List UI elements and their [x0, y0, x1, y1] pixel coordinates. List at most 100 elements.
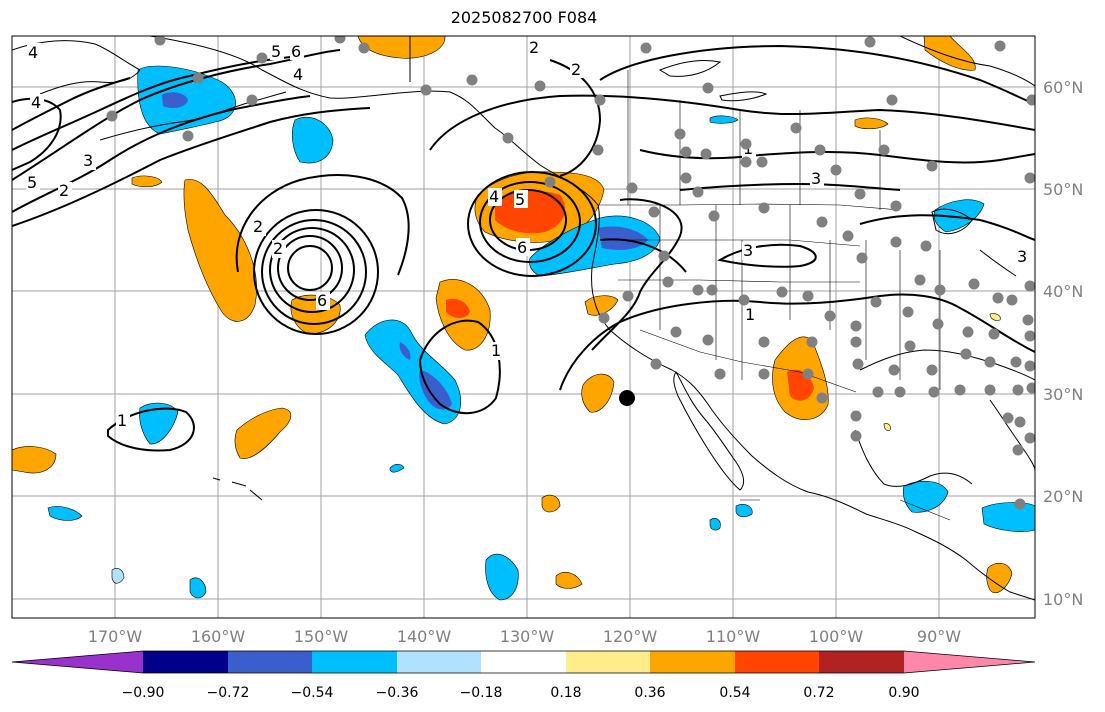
colorbar-box — [397, 651, 481, 673]
contour-label: 2 — [529, 38, 539, 57]
station-dot — [850, 410, 862, 422]
lon-label: 160°W — [191, 627, 246, 646]
contour-label: 4 — [293, 65, 303, 84]
contour-label: 2 — [59, 181, 69, 200]
station-dot — [758, 202, 770, 214]
station-dot — [648, 206, 660, 218]
station-dot — [670, 326, 682, 338]
lon-label: 90°W — [917, 627, 961, 646]
station-dot — [358, 42, 370, 54]
station-dot — [758, 368, 770, 380]
station-dot — [740, 156, 752, 168]
contour-label: 3 — [743, 241, 753, 260]
contour-label: 5 — [515, 190, 525, 209]
contour-label: 3 — [83, 151, 93, 170]
station-dot — [154, 36, 166, 46]
station-dot — [984, 356, 996, 368]
colorbar-tick: 0.72 — [803, 685, 834, 701]
station-dot — [830, 164, 842, 176]
station-dot — [890, 200, 902, 212]
contour-lines — [12, 44, 1035, 452]
station-dot — [1024, 172, 1035, 184]
contour-label: 3 — [811, 169, 821, 188]
station-dot — [894, 386, 906, 398]
station-dot — [1002, 412, 1014, 424]
colorbar-tick-labels: −0.90 −0.72 −0.54 −0.36 −0.18 0.18 0.36 … — [122, 685, 920, 701]
contour-label: 5 — [271, 42, 281, 61]
lon-label: 120°W — [603, 627, 658, 646]
colorbar-outline — [11, 650, 1036, 674]
station-dot — [816, 392, 828, 404]
station-dot — [920, 240, 932, 252]
station-dot — [776, 286, 788, 298]
colorbar-box — [312, 651, 397, 673]
station-dot — [246, 94, 258, 106]
colorbar-box — [143, 651, 228, 673]
station-dot — [640, 42, 652, 54]
station-dot — [790, 122, 802, 134]
station-dot — [960, 348, 972, 360]
contour-label: 2 — [253, 217, 263, 236]
station-dot — [968, 278, 980, 290]
station-dot — [658, 250, 670, 262]
lon-label: 170°W — [88, 627, 143, 646]
station-dot — [1014, 416, 1026, 428]
colorbar-tick: 0.18 — [550, 685, 581, 701]
station-dot — [544, 176, 556, 188]
station-dot — [592, 144, 604, 156]
station-dot — [256, 52, 268, 64]
map-title: 2025082700 F084 — [450, 8, 598, 27]
station-dot — [992, 292, 1004, 304]
colorbar-tick: 0.54 — [719, 685, 750, 701]
longitude-labels: 170°W 160°W 150°W 140°W 130°W 120°W 110°… — [88, 627, 961, 646]
station-dot — [850, 430, 862, 442]
colorbar-extend-low — [12, 651, 143, 673]
station-dot — [902, 306, 914, 318]
station-dot — [870, 296, 882, 308]
station-dot — [926, 364, 938, 376]
station-dot — [890, 236, 902, 248]
contour-label: 6 — [317, 291, 327, 310]
station-dot — [878, 144, 890, 156]
colorbar-box — [566, 651, 650, 673]
colorbar-box — [481, 651, 566, 673]
station-dot — [814, 144, 826, 156]
station-dot — [692, 186, 704, 198]
station-dot — [802, 290, 814, 302]
station-dot — [864, 36, 876, 48]
station-dot — [708, 210, 720, 222]
station-dot — [598, 312, 610, 324]
station-dot — [674, 128, 686, 140]
station-dot — [534, 80, 546, 92]
station-dot — [1012, 384, 1024, 396]
station-dot — [994, 40, 1006, 52]
station-dot — [816, 216, 828, 228]
station-dot — [934, 284, 946, 296]
station-dot — [1024, 330, 1035, 342]
station-dot — [1010, 356, 1022, 368]
station-dot — [1024, 432, 1035, 444]
contour-label: 3 — [1017, 247, 1027, 266]
station-dot — [988, 328, 1000, 340]
contour-label: 1 — [745, 305, 755, 324]
station-dot — [700, 148, 712, 160]
station-dot — [650, 358, 662, 370]
station-dot — [842, 230, 854, 242]
station-dot — [824, 310, 836, 322]
lon-label: 100°W — [809, 627, 864, 646]
lat-label: 10°N — [1043, 590, 1083, 609]
station-dot — [334, 36, 346, 44]
colorbar-tick: −0.54 — [291, 685, 334, 701]
station-dot — [740, 138, 752, 150]
contour-label: 2 — [273, 239, 283, 258]
lat-label: 20°N — [1043, 487, 1083, 506]
station-dot — [850, 320, 862, 332]
map-frame — [11, 35, 1036, 619]
station-dot — [626, 182, 638, 194]
station-dot — [886, 94, 898, 106]
station-dot — [1024, 360, 1035, 372]
colorbar-box — [650, 651, 735, 673]
station-dot — [806, 336, 818, 348]
station-dot — [680, 172, 692, 184]
